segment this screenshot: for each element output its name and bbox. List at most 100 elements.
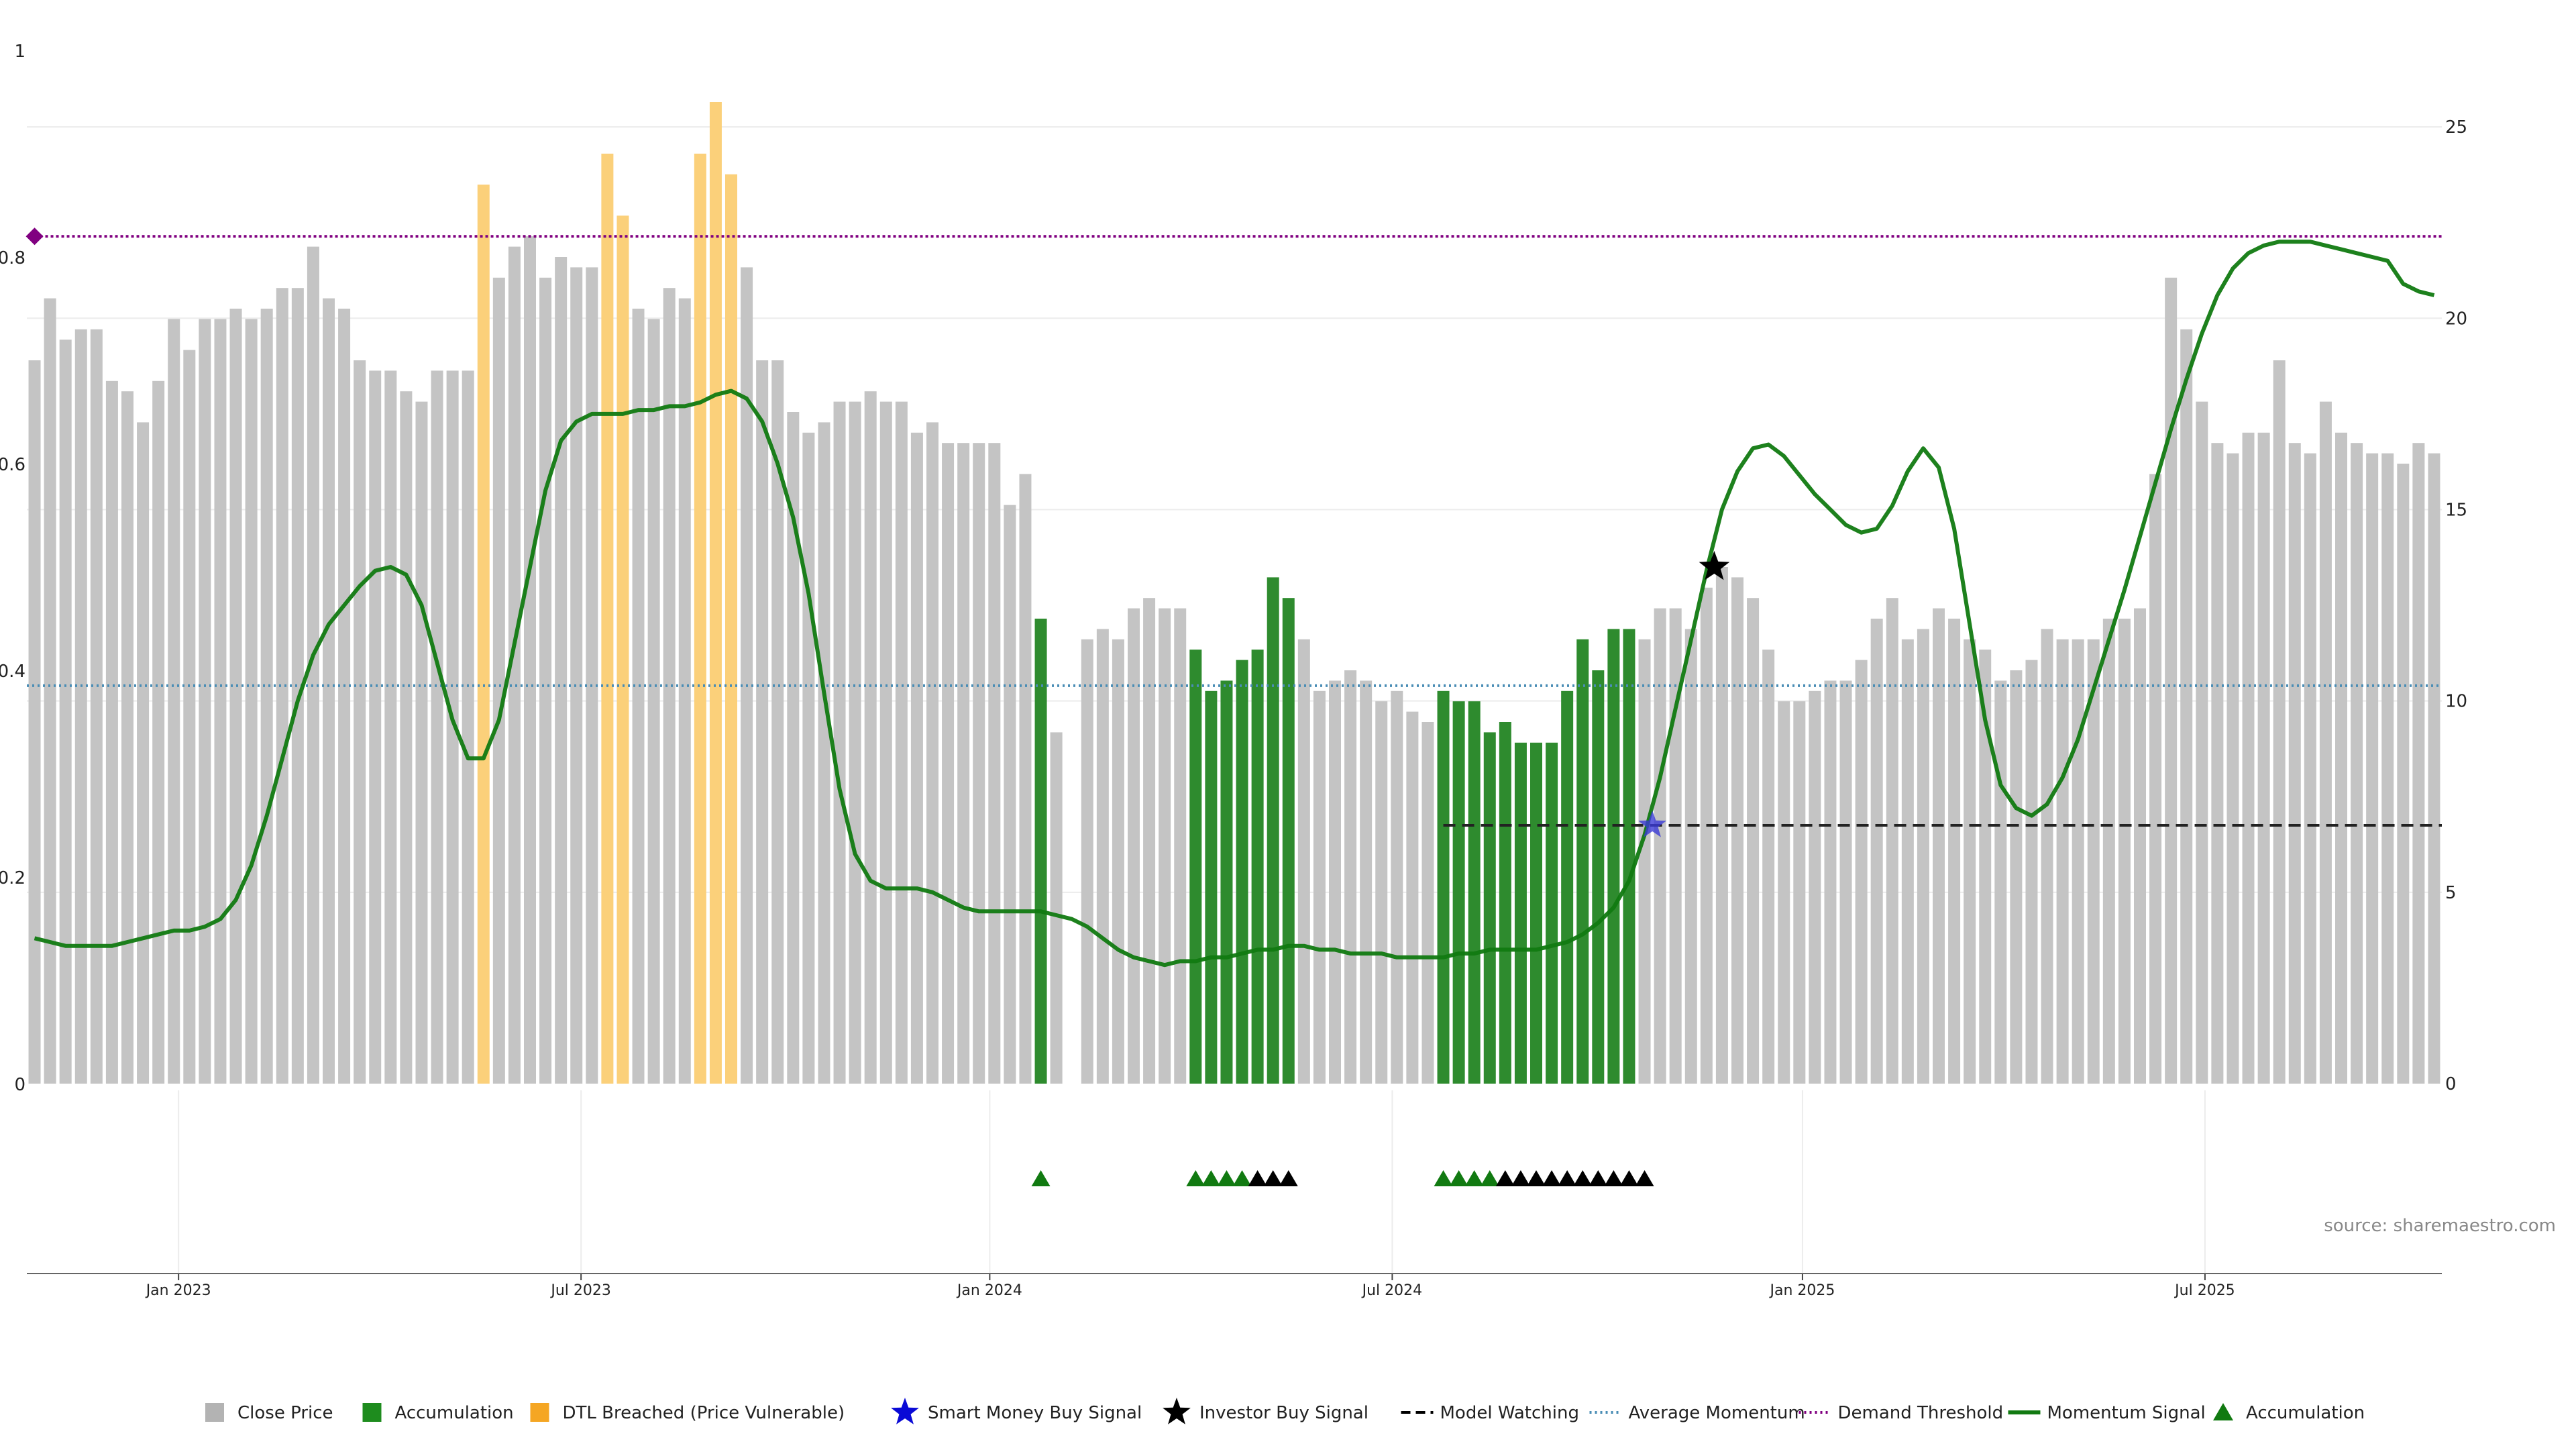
accumulation-triangle: [1449, 1170, 1468, 1186]
accumulation-triangle-black: [1604, 1170, 1623, 1186]
right-tick-label: 10: [2445, 692, 2467, 712]
legend-label: Demand Threshold: [1838, 1403, 2004, 1423]
close-price-bar: [1994, 680, 2007, 1084]
close-price-bar: [1778, 701, 1790, 1084]
close-price-bar: [2428, 453, 2440, 1084]
close-price-bar: [1715, 567, 1728, 1084]
smart-money-buy-star: [1638, 811, 1666, 837]
axes-layer: 0 5 10 15 20 25 0 0.2 0.4 0.6 0.8 1 Jan 2023 Jul 2023…: [0, 42, 2467, 1299]
close-price-bar: [2025, 660, 2038, 1084]
close-price-bar: [988, 443, 1001, 1084]
close-price-bar: [2102, 619, 2115, 1084]
x-tick-label: Jan 2024: [956, 1282, 1022, 1299]
legend-item: Momentum Signal: [2008, 1403, 2206, 1423]
close-price-bar: [2381, 453, 2394, 1084]
close-price-bar: [1964, 639, 1976, 1084]
close-price-bar: [2335, 432, 2347, 1084]
close-price-bar: [2319, 401, 2332, 1084]
legend-label: DTL Breached (Price Vulnerable): [563, 1403, 845, 1423]
close-price-bar: [1684, 629, 1697, 1084]
left-tick-label: 0.8: [0, 248, 25, 268]
accumulation-triangle: [1232, 1170, 1252, 1186]
close-price-bar: [1360, 680, 1373, 1084]
dtl-breached-bar: [477, 185, 490, 1084]
accumulation-triangle: [1031, 1170, 1051, 1186]
close-price-bar: [1050, 732, 1063, 1084]
demand-threshold-marker: [25, 227, 44, 246]
legend-item: Model Watching: [1401, 1403, 1579, 1423]
close-price-bar: [2412, 443, 2425, 1084]
close-price-bar: [492, 277, 505, 1084]
close-price-bar: [291, 288, 304, 1084]
legend-label: Accumulation: [2246, 1403, 2365, 1423]
close-price-bar: [895, 401, 908, 1084]
legend-label: Accumulation: [395, 1403, 514, 1423]
close-price-bar: [864, 391, 877, 1084]
close-price-bar: [2351, 443, 2363, 1084]
right-tick-label: 25: [2445, 117, 2467, 138]
legend-item: Average Momentum: [1589, 1403, 1805, 1423]
close-price-bar: [632, 309, 645, 1084]
close-price-bar: [121, 391, 133, 1084]
close-price-bar: [555, 257, 568, 1084]
close-price-bar: [74, 329, 87, 1084]
close-price-bar: [2397, 464, 2410, 1084]
close-price-bar: [741, 267, 753, 1084]
close-price-bar: [354, 360, 366, 1084]
close-price-bar: [152, 380, 165, 1084]
close-price-bar: [539, 277, 552, 1084]
close-price-bar: [771, 360, 784, 1084]
close-price-bar: [756, 360, 769, 1084]
accumulation-bar: [1576, 639, 1589, 1084]
close-price-bar: [2041, 629, 2053, 1084]
legend-label: Model Watching: [1440, 1403, 1579, 1423]
accumulation-bar: [1514, 742, 1527, 1084]
accumulation-bar: [1530, 742, 1542, 1084]
accumulation-bar: [1220, 680, 1233, 1084]
close-price-bar: [2134, 608, 2146, 1084]
close-price-bar: [2196, 401, 2208, 1084]
close-price-bar: [105, 380, 118, 1084]
close-price-bar: [2072, 639, 2084, 1084]
lines-layer: [27, 235, 2442, 968]
close-price-bar: [276, 288, 288, 1084]
left-tick-label: 0.2: [0, 868, 25, 888]
close-price-bar: [524, 236, 536, 1084]
close-price-bar: [2288, 443, 2301, 1084]
close-price-bar: [307, 246, 319, 1084]
x-tick-label: Jan 2025: [1768, 1282, 1835, 1299]
close-price-bar: [1096, 629, 1109, 1084]
close-price-bar: [1870, 619, 1883, 1084]
close-price-bar: [28, 360, 41, 1084]
right-tick-label: 5: [2445, 883, 2457, 903]
dtl-breached-bar: [616, 215, 629, 1084]
x-tick-label: Jul 2025: [2174, 1282, 2235, 1299]
legend-triangle: [2213, 1403, 2233, 1420]
accumulation-triangle: [1186, 1170, 1205, 1186]
accumulation-triangle: [1217, 1170, 1236, 1186]
close-price-bar: [1638, 639, 1651, 1084]
close-price-bar: [2273, 360, 2286, 1084]
legend-swatch: [530, 1403, 549, 1422]
x-tick-label: Jul 2023: [549, 1282, 611, 1299]
close-price-bar: [369, 370, 382, 1084]
close-price-bar: [446, 370, 459, 1084]
right-tick-label: 15: [2445, 500, 2467, 520]
legend-item: DTL Breached (Price Vulnerable): [530, 1403, 845, 1423]
legend-star: [1163, 1398, 1191, 1424]
close-price-bar: [90, 329, 103, 1084]
left-tick-label: 0.6: [0, 455, 25, 475]
accumulation-triangle: [1434, 1170, 1453, 1186]
accumulation-bar: [1189, 650, 1202, 1084]
accumulation-bar: [1034, 619, 1047, 1084]
accumulation-bar: [1267, 577, 1279, 1084]
accumulation-triangle-black: [1589, 1170, 1608, 1186]
close-price-bar: [879, 401, 892, 1084]
close-price-bar: [1824, 680, 1837, 1084]
accumulation-triangle-black: [1248, 1170, 1267, 1186]
close-price-bar: [2257, 432, 2270, 1084]
close-price-bar: [1081, 639, 1093, 1084]
accumulation-triangle-black: [1542, 1170, 1562, 1186]
left-tick-label: 0: [14, 1075, 25, 1095]
legend-item: Demand Threshold: [1799, 1403, 2004, 1423]
